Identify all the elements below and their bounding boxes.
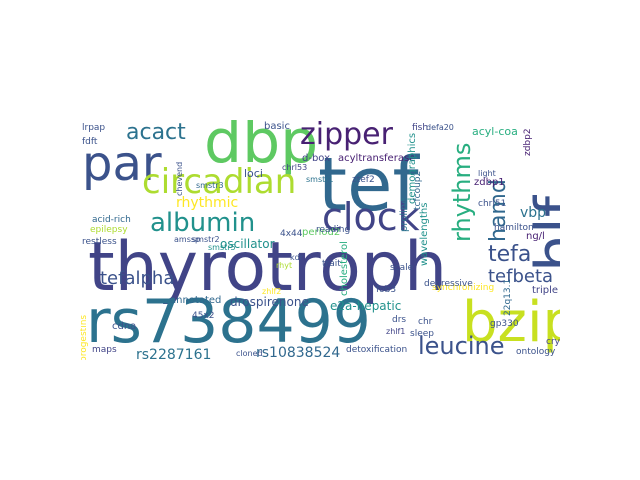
word: fdft xyxy=(82,137,98,147)
word: hamilton xyxy=(494,223,534,233)
word: rs2287161 xyxy=(136,347,212,360)
word: gp330 xyxy=(490,319,519,329)
word: loci xyxy=(244,167,263,180)
word: detoxification xyxy=(346,345,408,355)
word: zdbp2 xyxy=(523,128,533,156)
word: drospirenone xyxy=(230,295,309,309)
word: lrpap xyxy=(82,123,106,133)
word: sleep xyxy=(410,329,434,339)
word: leucine xyxy=(418,332,505,360)
word: smstr2 xyxy=(192,235,220,244)
word: basic xyxy=(264,121,290,132)
word: fish xyxy=(412,123,429,133)
word: tcfcoup2 xyxy=(413,170,423,210)
word: epilepsy xyxy=(90,225,128,235)
word: rs738499 xyxy=(86,287,371,357)
word: chrl51 xyxy=(478,199,507,209)
word: tef xyxy=(318,142,419,228)
word-cloud: thyrotroph tef rs738499 dbp par bzip hlf… xyxy=(80,120,560,360)
word: zipper xyxy=(300,120,393,152)
word: defa20 xyxy=(426,123,454,132)
word: ontology xyxy=(516,347,556,357)
word: clock xyxy=(322,195,420,239)
word: drs xyxy=(392,315,407,325)
word: period2 xyxy=(302,227,341,238)
word: cdna xyxy=(112,321,137,332)
word: tefbeta xyxy=(488,266,554,287)
word: restless xyxy=(82,237,117,247)
word: tefalpha xyxy=(100,268,175,289)
word: tefa xyxy=(488,242,532,267)
word: scale xyxy=(390,263,414,273)
word: acyl-coa xyxy=(472,125,518,138)
word: smstr1 xyxy=(306,175,334,184)
word: cholesterol xyxy=(339,241,350,296)
word: kdr xyxy=(290,253,303,262)
word: par xyxy=(82,136,162,192)
word: trait xyxy=(322,259,341,269)
word: zhlf1 xyxy=(386,327,406,336)
word: zhlf2 xyxy=(262,287,282,296)
word: smstr5 xyxy=(208,243,236,252)
word: proline xyxy=(399,197,410,232)
word: triple xyxy=(532,285,559,296)
word: acact xyxy=(126,120,186,145)
word: reading xyxy=(316,225,351,235)
word: rhyt xyxy=(276,261,293,270)
word: rhythmic xyxy=(176,195,239,211)
word: cloned xyxy=(236,349,263,358)
word: oscillator xyxy=(220,237,275,251)
word: acyltransferase xyxy=(338,153,416,164)
word: chr xyxy=(418,317,433,327)
word: 22q13.1 xyxy=(503,278,513,316)
word: maps xyxy=(92,345,117,355)
word: rhythms xyxy=(448,142,476,242)
word: smstr3 xyxy=(196,181,224,190)
word: ng/l xyxy=(526,231,545,242)
word: e2a-hepatic xyxy=(330,299,402,313)
word: d-box xyxy=(302,153,331,164)
word: dbp xyxy=(204,120,319,177)
word: cry2 xyxy=(546,337,560,347)
word: chrl53 xyxy=(282,163,308,172)
word: 4x44 xyxy=(280,229,303,239)
word: light xyxy=(478,169,496,178)
word: bzip xyxy=(462,290,560,355)
word: albumin xyxy=(150,208,256,238)
word: acid-rich xyxy=(92,215,131,225)
word: synchronizing xyxy=(432,283,495,293)
word: depressive xyxy=(424,279,473,289)
word: chevend xyxy=(175,161,184,196)
word: vbp xyxy=(520,205,547,221)
word: fob3 xyxy=(376,285,397,295)
word: annotated xyxy=(170,295,222,306)
word: thyrotroph xyxy=(88,228,448,307)
word: rs10838524 xyxy=(256,345,341,360)
word: progestins xyxy=(80,314,89,360)
word: wavelengths xyxy=(419,202,430,266)
word: zdbp1 xyxy=(474,177,505,188)
word: circadian xyxy=(142,162,297,202)
word: amssp xyxy=(174,235,201,244)
word: 45x2 xyxy=(192,311,215,321)
word: ztef2 xyxy=(352,175,375,185)
